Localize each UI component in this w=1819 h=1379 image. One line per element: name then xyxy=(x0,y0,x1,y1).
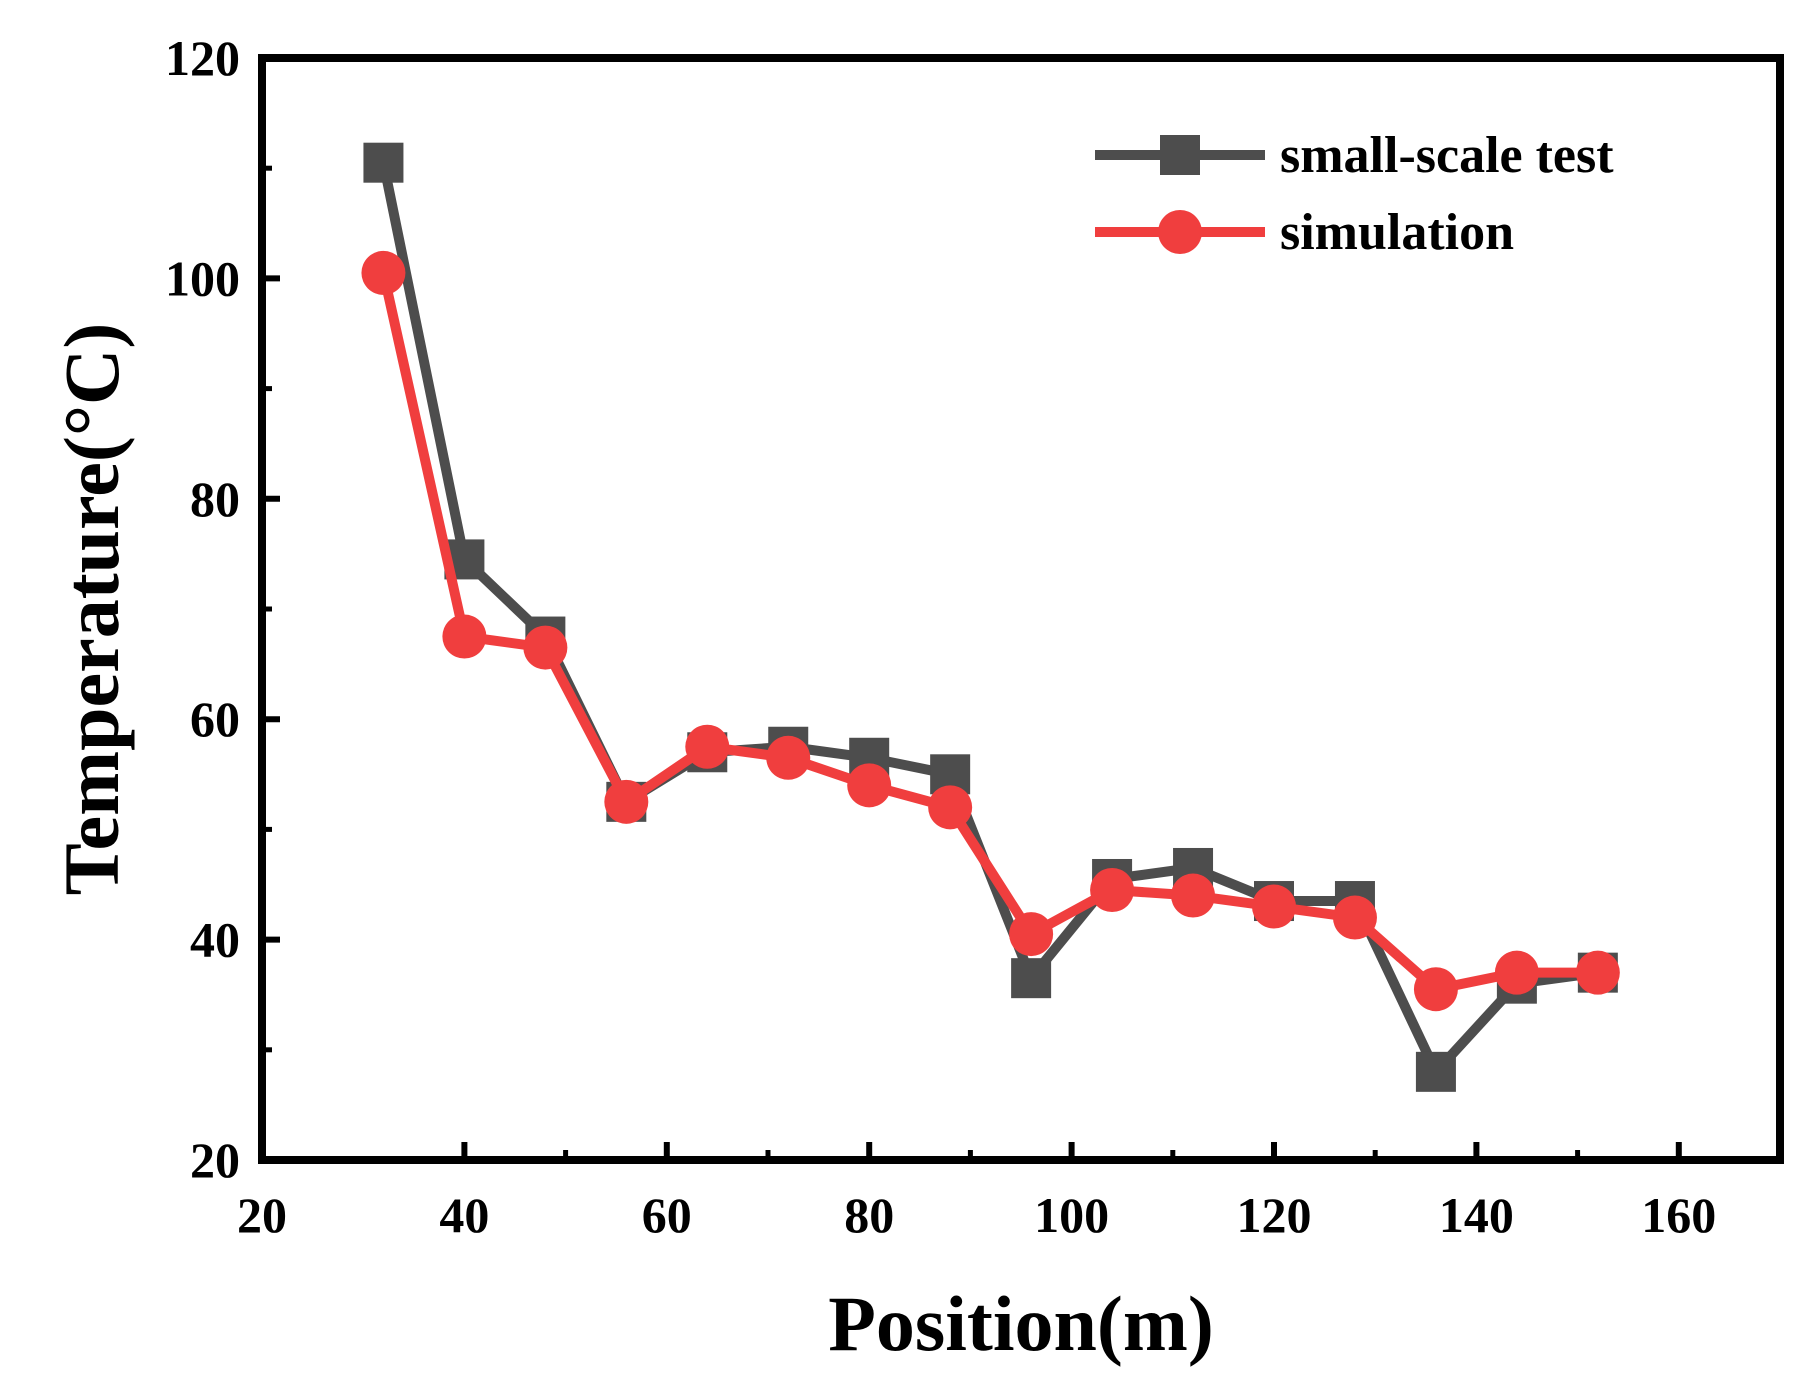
point-simulation-72 xyxy=(766,735,811,780)
y-axis-title: Temperature(°C) xyxy=(48,323,135,896)
point-simulation-152 xyxy=(1575,950,1620,995)
point-simulation-64 xyxy=(685,724,730,769)
y-tick-label-100: 100 xyxy=(165,250,240,306)
point-simulation-104 xyxy=(1090,868,1135,913)
point-simulation-96 xyxy=(1009,912,1054,957)
point-simulation-32 xyxy=(361,250,406,295)
legend-marker-small-scale-test xyxy=(1160,135,1200,175)
legend-marker-simulation xyxy=(1158,210,1202,254)
x-tick-label-100: 100 xyxy=(1034,1187,1109,1243)
series-line-simulation xyxy=(378,271,1598,995)
point-simulation-128 xyxy=(1332,895,1377,940)
y-tick-label-60: 60 xyxy=(190,691,240,747)
legend-label-small-scale-test: small-scale test xyxy=(1280,127,1614,184)
point-simulation-144 xyxy=(1494,950,1539,995)
point-simulation-112 xyxy=(1171,873,1216,918)
x-tick-label-140: 140 xyxy=(1439,1187,1514,1243)
point-simulation-40 xyxy=(442,614,487,659)
x-tick-label-20: 20 xyxy=(237,1187,287,1243)
series-small-scale-test xyxy=(363,142,1618,1092)
ticks-layer: 20 40 60 80 100 120 140 160 20 40 60 80 100 120 xyxy=(165,30,1716,1243)
point-small-scale-test-96 xyxy=(1011,958,1052,999)
x-tick-label-80: 80 xyxy=(844,1187,894,1243)
y-tick-label-120: 120 xyxy=(165,30,240,86)
point-simulation-136 xyxy=(1413,967,1458,1012)
x-tick-label-120: 120 xyxy=(1237,1187,1312,1243)
y-tick-label-40: 40 xyxy=(190,912,240,968)
legend: small-scale test simulation xyxy=(1095,127,1614,261)
series-line-small-scale-test xyxy=(378,161,1599,1077)
point-simulation-120 xyxy=(1252,884,1296,929)
point-small-scale-test-32 xyxy=(363,142,404,183)
legend-label-simulation: simulation xyxy=(1280,204,1514,261)
x-tick-label-60: 60 xyxy=(642,1187,692,1243)
point-simulation-80 xyxy=(847,763,892,808)
point-simulation-88 xyxy=(928,785,973,830)
point-simulation-48 xyxy=(523,625,568,670)
x-axis-title: Position(m) xyxy=(828,1280,1214,1367)
point-small-scale-test-136 xyxy=(1415,1051,1456,1092)
point-simulation-56 xyxy=(604,779,649,824)
series-layer xyxy=(361,142,1620,1092)
y-tick-label-80: 80 xyxy=(190,471,240,527)
series-simulation xyxy=(361,250,1620,1012)
x-tick-label-160: 160 xyxy=(1641,1187,1716,1243)
y-tick-label-20: 20 xyxy=(190,1132,240,1188)
x-tick-label-40: 40 xyxy=(439,1187,489,1243)
